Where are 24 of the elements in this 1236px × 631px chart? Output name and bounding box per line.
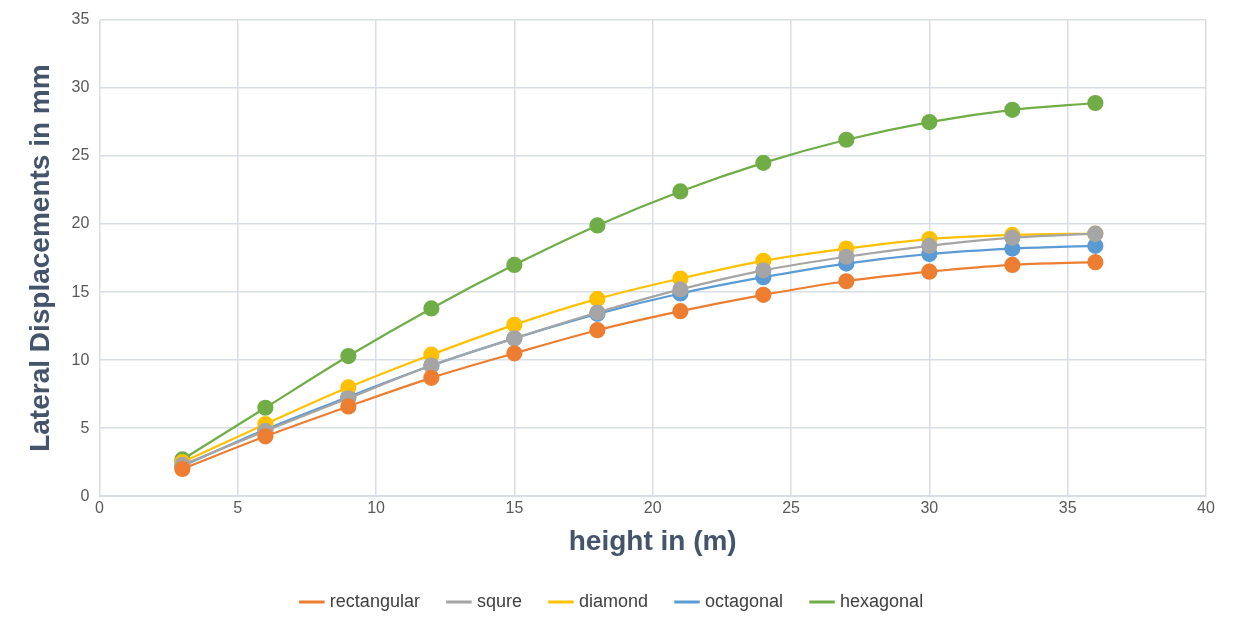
x-tick-label: 20: [643, 499, 662, 517]
x-tick-label: 10: [367, 499, 386, 517]
y-tick-label: 0: [80, 486, 90, 504]
y-tick-label: 35: [71, 10, 90, 28]
x-tick-label: 35: [1058, 499, 1077, 517]
x-tick-label: 40: [1197, 499, 1215, 517]
legend-label: octagonal: [704, 590, 784, 611]
y-tick-label: 30: [71, 78, 90, 96]
x-tick-label: 25: [782, 499, 801, 517]
y-axis-title: Lateral Displacements in mm: [23, 64, 55, 452]
x-tick-label: 0: [94, 499, 104, 517]
y-tick-label: 15: [71, 282, 90, 300]
x-tick-label: 15: [505, 499, 524, 517]
y-tick-label: 25: [71, 146, 90, 164]
y-tick-label: 20: [71, 214, 90, 232]
legend-label: hexagonal: [840, 590, 924, 611]
legend-label: rectangular: [329, 590, 420, 611]
x-axis-title: height in (m): [568, 524, 737, 556]
x-tick-label: 30: [920, 499, 939, 517]
y-tick-label: 10: [71, 350, 90, 368]
x-tick-label: 5: [233, 499, 243, 517]
legend-label: squre: [476, 590, 522, 611]
y-tick-label: 5: [80, 418, 90, 436]
legend-label: diamond: [578, 590, 648, 611]
